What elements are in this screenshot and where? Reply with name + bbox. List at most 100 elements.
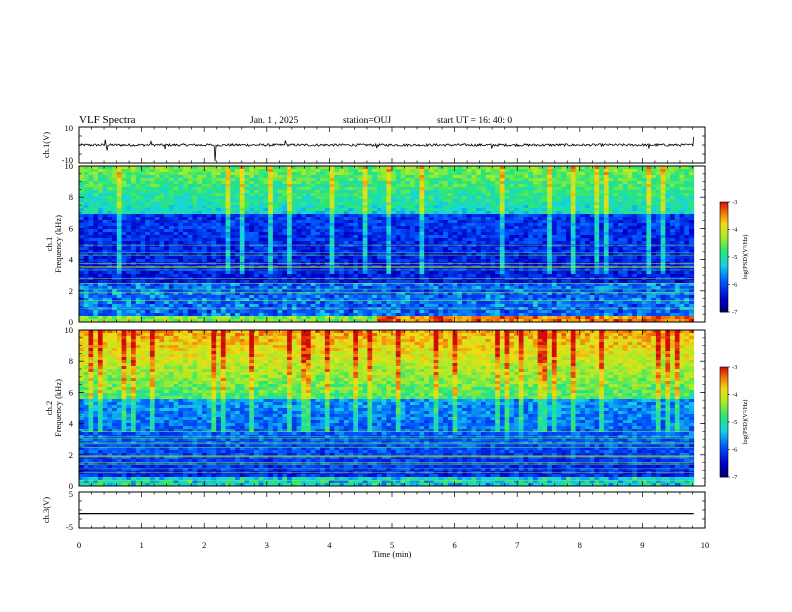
spectrogram-cell [334, 190, 340, 194]
spectrogram-cell [353, 175, 359, 179]
spectrogram-cell [235, 274, 241, 278]
spectrogram-cell [542, 259, 548, 263]
spectrogram-cell [258, 253, 264, 257]
spectrogram-cell [381, 178, 387, 182]
spectrogram-cell [220, 262, 226, 266]
spectrogram-cell [135, 208, 141, 212]
spectrogram-cell [112, 253, 118, 257]
spectrogram-cell [178, 250, 184, 254]
spectrogram-cell [542, 199, 548, 203]
spectrogram-cell [618, 199, 624, 203]
spectrogram-cell [485, 220, 491, 224]
spectrogram-cell [556, 223, 562, 227]
spectrogram-cell [320, 259, 326, 263]
spectrogram-cell [608, 166, 614, 170]
spectrogram-cell [135, 226, 141, 230]
spectrogram-cell [357, 226, 364, 230]
spectrogram-cell [315, 235, 321, 239]
spectrogram-cell [376, 172, 383, 176]
spectrogram-cell [376, 232, 383, 236]
spectrogram-cell [400, 172, 406, 176]
spectrogram-cell [154, 226, 160, 230]
spectrogram-cell [627, 259, 633, 263]
spectrogram-cell [339, 274, 345, 278]
spectrogram-cell [518, 208, 524, 212]
spectrogram-cell [400, 250, 406, 254]
spectrogram-cell [353, 226, 359, 230]
spectrogram-cell [627, 220, 633, 224]
spectrogram-cell [504, 178, 510, 182]
spectrogram-cell [102, 217, 108, 221]
spectrogram-cell [201, 271, 208, 275]
spectrogram-cell [159, 199, 165, 203]
spectrogram-cell [291, 208, 297, 212]
spectrogram-cell [636, 205, 643, 209]
spectrogram-cell [485, 232, 491, 236]
spectrogram-cell [376, 181, 383, 185]
spectrogram-cell [315, 166, 321, 170]
spectrogram-cell [126, 190, 132, 194]
spectrogram-cell [556, 169, 562, 173]
spectrogram-cell [79, 208, 85, 212]
spectrogram-cell [428, 226, 435, 230]
spectrogram-cell [551, 262, 557, 266]
spectrogram-cell [381, 220, 387, 224]
spectrogram-cell [206, 232, 212, 236]
spectrogram-cell [93, 205, 99, 209]
spectrogram-cell [164, 235, 170, 239]
spectrogram-cell [291, 169, 297, 173]
spectrogram-cell [580, 166, 586, 170]
spectrogram-cell [93, 262, 99, 266]
spectrogram-cell [135, 238, 141, 242]
spectrogram-cell [348, 229, 354, 233]
spectrogram-cell [168, 250, 174, 254]
spectrogram-cell [79, 247, 85, 251]
spectrogram-cell [154, 208, 160, 212]
spectrogram-cell [164, 217, 170, 221]
spectrogram-cell [603, 214, 610, 218]
spectrogram-cell [192, 196, 198, 200]
spectrogram-cell [410, 172, 416, 176]
spectrogram-cell [126, 205, 132, 209]
spectrogram-cell [594, 256, 600, 260]
spectrogram-cell [518, 202, 524, 206]
spectrogram-cell [651, 274, 657, 278]
spectrogram-cell [131, 211, 137, 215]
spectrogram-cell [140, 256, 146, 260]
spectrogram-cell [244, 223, 250, 227]
spectrogram-cell [665, 190, 671, 194]
spectrogram-cell [504, 226, 510, 230]
spectrogram-cell [372, 232, 378, 236]
spectrogram-cell [225, 172, 231, 176]
spectrogram-cell [116, 214, 122, 218]
spectrogram-cell [603, 181, 610, 185]
spectrogram-cell [102, 259, 108, 263]
spectrogram-cell [372, 181, 378, 185]
spectrogram-cell [532, 214, 539, 218]
spectrogram-cell [462, 202, 468, 206]
spectrogram-cell [282, 211, 288, 215]
spectrogram-cell [632, 238, 638, 242]
spectrogram-cell [239, 244, 245, 248]
spectrogram-cell [239, 175, 245, 179]
spectrogram-cell [305, 166, 312, 170]
spectrogram-cell [542, 202, 548, 206]
spectrogram-cell [400, 238, 406, 242]
spectrogram-cell [131, 250, 137, 254]
spectrogram-cell [480, 208, 487, 212]
spectrogram-cell [88, 190, 94, 194]
spectrogram-cell [291, 232, 297, 236]
spectrogram-cell [324, 244, 331, 248]
spectrogram-cell [291, 262, 297, 266]
spectrogram-cell [589, 247, 595, 251]
spectrogram-cell [599, 250, 605, 254]
spectrogram-cell [282, 232, 288, 236]
spectrogram-cell [646, 178, 652, 182]
spectrogram-cell [613, 172, 619, 176]
spectrogram-cell [603, 262, 610, 266]
spectrogram-cell [93, 253, 99, 257]
spectrogram-cell [462, 256, 468, 260]
spectrogram-cell [206, 220, 212, 224]
spectrogram-cell [674, 202, 680, 206]
